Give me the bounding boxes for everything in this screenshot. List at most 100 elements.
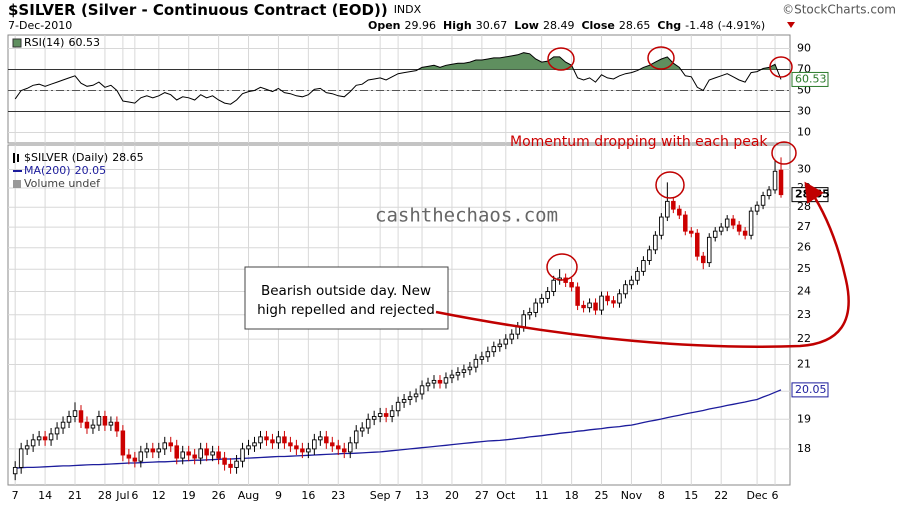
candle-body — [497, 343, 503, 348]
legend-icon — [12, 38, 22, 48]
quote-label: Chg — [657, 19, 681, 32]
candle-body — [282, 436, 287, 444]
candle-body — [449, 374, 455, 379]
candle-body — [425, 382, 431, 387]
candle-body — [647, 249, 652, 261]
candle-body — [72, 410, 78, 417]
candle-body — [551, 279, 556, 292]
candle-body — [491, 346, 497, 353]
candle-body — [222, 457, 227, 465]
candle-body — [718, 226, 724, 232]
candle-body — [204, 448, 209, 456]
mark-layer — [12, 52, 784, 481]
x-tick-label: 21 — [68, 489, 82, 502]
candle-body — [617, 293, 622, 304]
x-tick-label: 28 — [98, 489, 112, 502]
candle-body — [689, 230, 694, 234]
candle-body — [712, 230, 718, 238]
candle-body — [228, 463, 233, 468]
title: $SILVER (Silver - Continuous Contract (E… — [8, 1, 388, 19]
x-tick-label: 23 — [331, 489, 345, 502]
quote: Open 29.96 High 30.67 Low 28.49 Close 28.65 Chg -… — [368, 19, 765, 32]
candle-body — [778, 169, 784, 196]
source: ©StockCharts.com — [782, 3, 896, 17]
legend-value: 20.05 — [75, 164, 107, 177]
candle-body — [730, 218, 736, 226]
candle-body — [246, 445, 251, 450]
candle-body — [485, 351, 491, 358]
candle-body — [330, 442, 335, 447]
note-box — [244, 266, 449, 330]
watermark: cashthechaos.com — [375, 205, 558, 227]
x-tick-label: 19 — [182, 489, 196, 502]
candle-body — [132, 457, 138, 462]
candle-body — [120, 430, 126, 456]
candle-body — [78, 410, 84, 423]
x-tick-label: 6 — [131, 489, 138, 502]
y-tick-label: 23 — [797, 308, 811, 321]
candle-body — [443, 377, 449, 384]
x-tick-label: 18 — [565, 489, 579, 502]
candle-body — [545, 291, 550, 299]
candle-body — [395, 401, 401, 412]
candle-body — [216, 451, 221, 459]
candle-body — [186, 451, 191, 456]
candle-body — [413, 393, 419, 398]
candle-body — [377, 413, 383, 417]
candle-body — [288, 442, 293, 447]
candle-body — [252, 442, 257, 447]
quote-label: Low — [514, 19, 539, 32]
candle-body — [695, 232, 700, 257]
candle-body — [772, 170, 778, 191]
candle-body — [353, 430, 359, 444]
x-tick-label: 22 — [714, 489, 728, 502]
note-line: high repelled and rejected — [257, 302, 435, 318]
circles — [546, 46, 797, 281]
price-circle — [655, 171, 685, 199]
x-tick-label: Sep — [370, 489, 391, 502]
candle-body — [641, 260, 646, 272]
candle-body — [318, 436, 323, 441]
arrow — [435, 181, 850, 349]
y-tick-label: 25 — [797, 262, 811, 275]
candle-body — [629, 279, 634, 286]
x-tick-label: 7 — [395, 489, 402, 502]
candle-body — [150, 448, 156, 453]
x-tick-label: 20 — [445, 489, 459, 502]
candle-body — [300, 448, 305, 453]
candle-body — [264, 436, 269, 441]
candle-body — [192, 454, 197, 459]
candle-body — [539, 297, 544, 304]
candle-body — [467, 366, 473, 371]
candle-body — [527, 311, 532, 316]
candle-body — [210, 451, 215, 456]
candle-body — [324, 436, 329, 444]
candle-body — [96, 415, 102, 426]
value-box — [791, 71, 829, 87]
change-pct: (-4.91%) — [718, 19, 766, 32]
candle-body — [521, 314, 526, 328]
candle-body — [569, 282, 574, 288]
candle-body — [312, 439, 317, 450]
annotations: cashthechaos.com Momentum dropping with … — [244, 46, 850, 349]
candle-body — [30, 439, 36, 447]
grid-layer — [8, 35, 790, 485]
legend-candle — [13, 153, 19, 163]
candle-body — [407, 396, 413, 400]
candle-body — [587, 302, 592, 309]
candle-body — [671, 200, 676, 210]
candle-body — [144, 448, 150, 453]
candle-body — [270, 439, 275, 444]
price-circle — [546, 253, 578, 281]
legend-name: RSI(14) — [24, 36, 64, 49]
candle-body — [593, 302, 598, 311]
quote-value: 28.49 — [543, 19, 575, 32]
candle-body — [473, 358, 479, 368]
rsi-circle — [769, 56, 793, 78]
candle-body — [162, 442, 168, 450]
candle-body — [754, 204, 760, 212]
x-tick-label: 9 — [275, 489, 282, 502]
